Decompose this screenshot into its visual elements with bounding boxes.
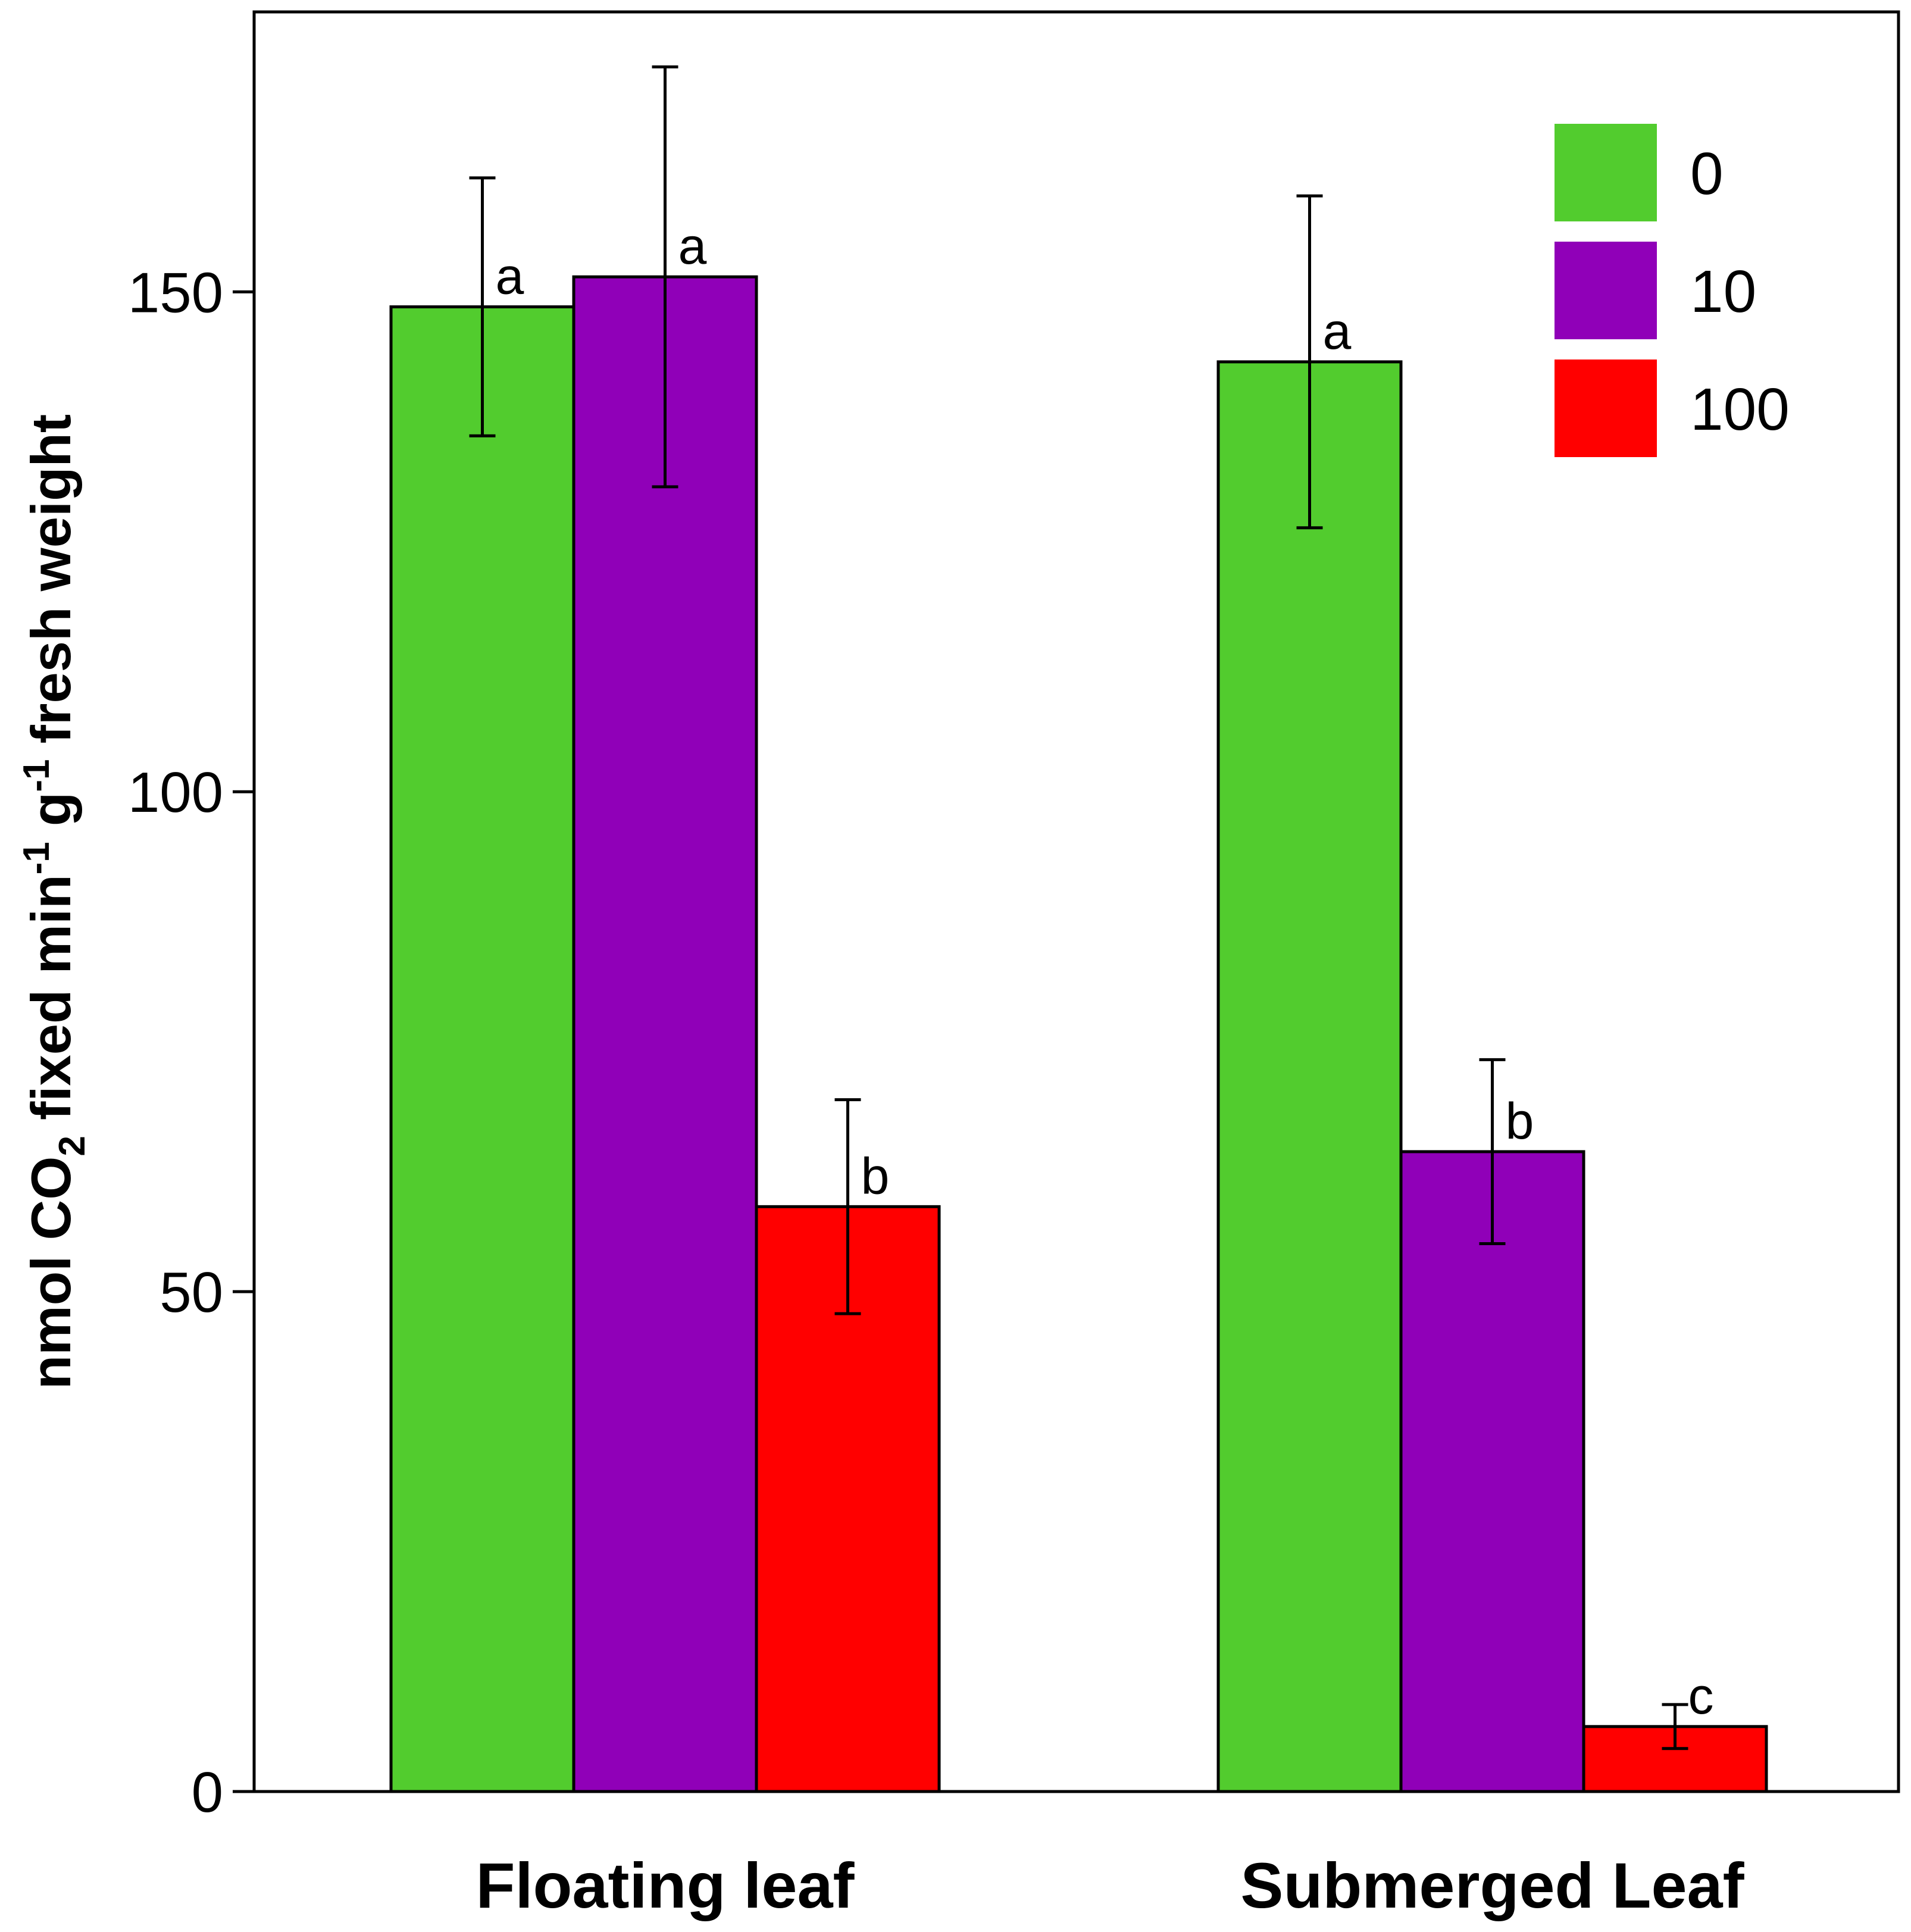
sig-letter-floating-10: a (678, 218, 707, 275)
legend-label-100: 100 (1690, 376, 1790, 443)
legend-swatch-100 (1555, 359, 1657, 457)
ylabel-mid1: fixed min (20, 874, 82, 1136)
error-bar-floating-0 (469, 176, 496, 437)
legend-label-10: 10 (1690, 258, 1756, 325)
bar-submerged-0 (1216, 360, 1403, 1793)
error-bar-submerged-10 (1479, 1058, 1506, 1245)
sig-letter-submerged-0: a (1323, 303, 1352, 360)
sig-letter-submerged-10: b (1506, 1093, 1534, 1150)
category-label-0: Floating leaf (476, 1849, 855, 1921)
bar-submerged-10 (1399, 1150, 1585, 1793)
y-tick-label-0: 0 (192, 1761, 223, 1824)
sig-letter-floating-0: a (496, 248, 524, 305)
y-tick-label-100: 100 (128, 761, 223, 824)
ylabel-mid2: g (20, 792, 82, 842)
y-axis-label: nmol CO2 fixed min-1 g-1 fresh weight (16, 414, 93, 1389)
legend: 0 10 100 (1555, 124, 1790, 457)
error-bar-floating-100 (834, 1098, 861, 1315)
y-tick-label-50: 50 (159, 1261, 223, 1324)
bar-floating-0 (389, 305, 576, 1793)
error-bar-submerged-100 (1662, 1703, 1688, 1750)
error-bars (469, 65, 1688, 1750)
sig-letter-floating-100: b (861, 1148, 890, 1205)
significance-letters: a a b a b c (496, 218, 1714, 1725)
category-label-1: Submerged Leaf (1240, 1849, 1744, 1921)
bars (389, 275, 1768, 1793)
bar-floating-10 (572, 275, 758, 1793)
ylabel-suffix: fresh weight (20, 414, 82, 759)
ylabel-subscript: 2 (52, 1136, 93, 1156)
legend-swatch-0 (1555, 124, 1657, 221)
ylabel-superscript-2: -1 (16, 759, 57, 792)
error-bar-floating-10 (652, 65, 678, 489)
legend-swatch-10 (1555, 242, 1657, 339)
error-bar-submerged-0 (1296, 194, 1323, 530)
ylabel-prefix: nmol CO (20, 1156, 82, 1390)
category-labels: Floating leaf Submerged Leaf (476, 1849, 1744, 1921)
y-tick-label-150: 150 (128, 261, 223, 324)
y-axis: 0 50 100 150 (128, 261, 254, 1824)
sig-letter-submerged-100: c (1688, 1668, 1714, 1725)
legend-label-0: 0 (1690, 140, 1724, 207)
ylabel-superscript-1: -1 (16, 842, 57, 874)
